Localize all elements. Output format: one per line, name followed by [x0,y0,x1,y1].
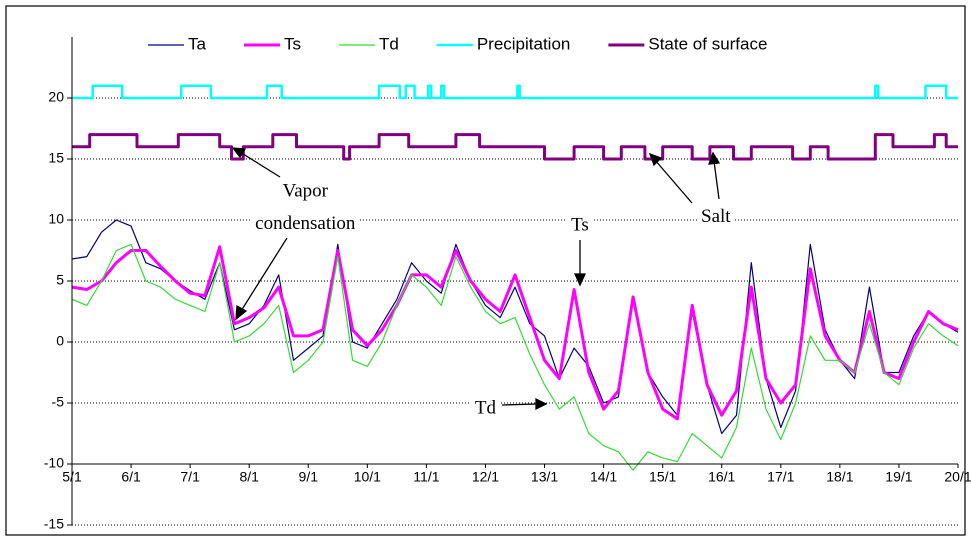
series [71,84,959,471]
arrow-head [235,304,248,321]
legend-label: Td [379,34,399,53]
annotation: condensation [255,213,356,234]
annotation: Td [475,397,497,418]
y-tick-label: 15 [48,150,64,166]
x-tick-label: 20/1 [944,469,971,485]
series-line [72,133,958,161]
chart-frame [5,5,966,536]
x-tick-label: 6/1 [121,469,141,485]
x-tick-label: 16/1 [708,469,735,485]
arrow [240,237,288,312]
arrow [501,403,538,406]
x-tick-label: 5/1 [62,469,82,485]
x-tick-label: 12/1 [472,469,499,485]
y-tick-label: 20 [48,89,64,105]
annotation-bg [567,215,593,238]
axes: -15 -10 -5 0 5 10 15 20 5/1 6/1 7/1 8/1 9/1 10/1 11/1 1… [44,37,971,532]
x-tick-label: 7/1 [180,469,200,485]
annotation-bg [697,206,735,229]
x-tick-label: 14/1 [590,469,617,485]
y-tick-label: -5 [52,394,65,410]
series-line [72,84,958,100]
x-tick-label: 17/1 [767,469,794,485]
y-tick-label: 5 [56,272,64,288]
legend-label: Ts [284,34,301,53]
x-tick-label: 18/1 [826,469,853,485]
x-tick-label: 13/1 [531,469,558,485]
y-tick-label: 0 [56,333,64,349]
x-tick-label: 8/1 [239,469,259,485]
annotations: Vapor condensation Salt Ts Td [255,180,731,418]
annotation-bg [470,398,501,421]
x-tick-label: 10/1 [354,469,381,485]
arrow-head [708,151,721,165]
legend: Ta Ts Td Precipitation State of surface [148,34,767,53]
legend-label: Precipitation [477,34,571,53]
annotation-bg [278,180,333,203]
x-tick-label: 9/1 [299,469,319,485]
annotation: Salt [701,206,731,227]
arrow-head [231,147,247,159]
arrow [713,160,720,200]
arrow-head [535,397,548,411]
legend-label: State of surface [648,34,767,53]
y-tick-label: 10 [48,211,64,227]
arrow-head [573,273,587,287]
legend-label: Ta [188,34,207,53]
x-tick-label: 11/1 [413,469,439,485]
annotation: Vapor [283,180,329,201]
arrow [239,151,281,178]
arrow [654,159,693,204]
annotation-bg [251,213,360,236]
arrows [231,147,721,411]
y-tick-label: -10 [44,455,64,471]
y-tick-label: -15 [44,516,64,532]
x-tick-label: 15/1 [649,469,676,485]
series-line [71,243,959,471]
annotation-backgrounds [251,180,735,421]
annotation: Ts [571,214,589,235]
x-tick-label: 19/1 [885,469,912,485]
series-line [71,245,959,421]
arrow-head [648,152,663,167]
